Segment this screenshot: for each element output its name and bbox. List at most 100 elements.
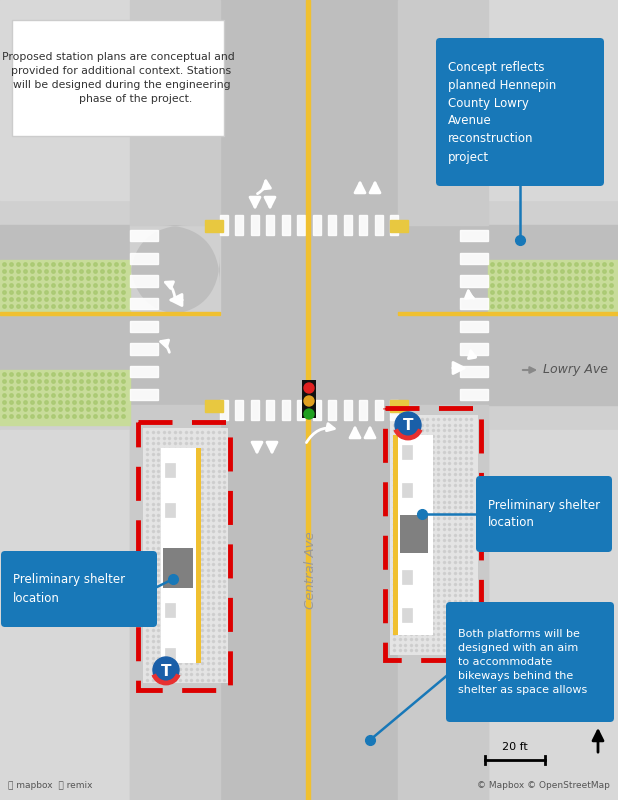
Bar <box>0 312 220 315</box>
Bar <box>433 430 488 800</box>
Circle shape <box>304 396 314 406</box>
FancyBboxPatch shape <box>1 551 157 627</box>
Bar <box>220 0 398 800</box>
Bar <box>375 400 383 420</box>
Bar <box>402 445 412 459</box>
Bar <box>390 415 478 655</box>
Circle shape <box>153 657 179 683</box>
Bar <box>251 215 259 235</box>
Bar <box>488 260 618 315</box>
Bar <box>460 275 488 286</box>
Bar <box>143 428 228 683</box>
Bar <box>488 430 618 800</box>
Bar <box>359 400 367 420</box>
Bar <box>0 225 618 405</box>
Bar <box>165 503 175 517</box>
Text: Ⓜ mapbox  🔄 remix: Ⓜ mapbox 🔄 remix <box>8 781 93 790</box>
Bar <box>130 343 158 354</box>
Text: 20 ft: 20 ft <box>502 742 528 752</box>
Bar <box>313 215 321 235</box>
Text: Concept reflects
planned Hennepin
County Lowry
Avenue
reconstruction
project: Concept reflects planned Hennepin County… <box>448 61 556 163</box>
Bar <box>385 408 481 660</box>
Bar <box>400 515 428 553</box>
Bar <box>390 400 408 412</box>
Bar <box>161 448 199 663</box>
Bar <box>328 400 336 420</box>
Bar <box>398 312 618 315</box>
Bar <box>390 400 398 420</box>
Bar <box>297 215 305 235</box>
Bar <box>398 435 433 635</box>
Bar <box>344 400 352 420</box>
Bar <box>220 215 228 235</box>
Circle shape <box>304 409 314 419</box>
Bar <box>196 448 201 663</box>
Bar <box>460 321 488 332</box>
Text: Proposed station plans are conceptual and
  provided for additional context. Sta: Proposed station plans are conceptual an… <box>2 52 234 104</box>
FancyBboxPatch shape <box>130 225 220 315</box>
Text: T: T <box>161 663 171 678</box>
Bar <box>460 230 488 242</box>
Bar <box>460 253 488 264</box>
FancyBboxPatch shape <box>476 476 612 552</box>
Bar <box>266 215 274 235</box>
Bar <box>282 215 290 235</box>
Bar <box>130 366 158 378</box>
Bar <box>328 215 336 235</box>
Bar <box>130 275 158 286</box>
Bar <box>130 230 158 242</box>
Bar <box>313 400 321 420</box>
Text: Lowry Ave: Lowry Ave <box>543 363 608 377</box>
Bar <box>390 215 398 235</box>
Bar <box>130 389 158 400</box>
Bar <box>460 343 488 354</box>
Bar <box>130 253 158 264</box>
Bar <box>0 430 130 800</box>
Bar <box>398 0 488 225</box>
Text: T: T <box>403 418 413 434</box>
Bar <box>235 400 243 420</box>
Bar <box>130 0 220 225</box>
Bar <box>205 220 223 232</box>
Bar <box>130 225 220 315</box>
Bar <box>138 422 230 690</box>
Bar <box>306 0 310 800</box>
Bar <box>418 0 618 200</box>
Text: Central Ave: Central Ave <box>303 531 316 609</box>
Bar <box>460 389 488 400</box>
Bar <box>163 548 193 588</box>
Bar <box>165 603 175 617</box>
Bar <box>0 260 130 315</box>
Bar <box>130 298 158 310</box>
Bar <box>266 400 274 420</box>
Bar <box>302 380 316 418</box>
Bar <box>282 400 290 420</box>
Circle shape <box>395 412 421 438</box>
Bar <box>398 405 488 800</box>
Bar <box>235 215 243 235</box>
Bar <box>251 400 259 420</box>
Bar <box>393 435 398 635</box>
Text: Preliminary shelter
location: Preliminary shelter location <box>488 498 600 530</box>
Bar <box>165 648 175 662</box>
Text: Both platforms will be
designed with an aim
to accommodate
bikeways behind the
s: Both platforms will be designed with an … <box>458 629 587 695</box>
Bar <box>390 220 408 232</box>
Bar <box>220 400 228 420</box>
Text: © Mapbox © OpenStreetMap: © Mapbox © OpenStreetMap <box>477 781 610 790</box>
Text: Preliminary shelter
location: Preliminary shelter location <box>13 574 125 605</box>
Bar <box>130 430 185 800</box>
FancyBboxPatch shape <box>446 602 614 722</box>
Bar <box>297 400 305 420</box>
FancyBboxPatch shape <box>12 20 224 136</box>
Bar <box>460 366 488 378</box>
Circle shape <box>304 383 314 393</box>
Bar <box>0 370 130 425</box>
Bar <box>205 400 223 412</box>
Bar <box>130 405 220 800</box>
Bar <box>0 0 200 200</box>
Bar <box>402 483 412 497</box>
Bar <box>375 215 383 235</box>
Bar <box>344 215 352 235</box>
Bar <box>460 298 488 310</box>
Bar <box>402 570 412 584</box>
